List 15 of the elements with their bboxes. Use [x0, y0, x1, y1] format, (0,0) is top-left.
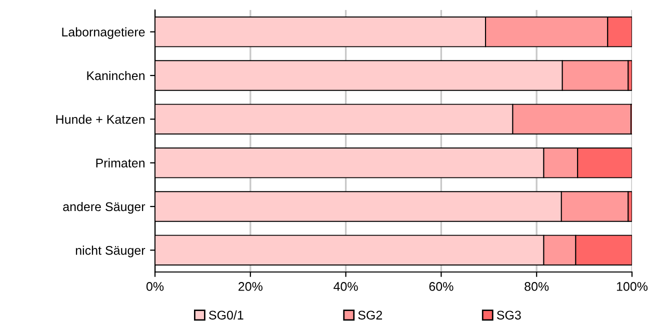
y-tick-label: Kaninchen [87, 70, 144, 80]
y-tick-label: Hunde + Katzen [56, 114, 144, 124]
legend-label: SG2 [358, 310, 382, 320]
y-tick-label: andere Säuger [63, 202, 146, 214]
x-tick-label: 100% [616, 282, 648, 291]
legend-label: SG0/1 [209, 310, 244, 320]
y-tick-label: nicht Säuger [76, 246, 146, 258]
y-tick-label: Primaten [96, 158, 144, 168]
x-tick-label: 80% [524, 282, 549, 291]
y-tick-label: Labornagetiere [62, 27, 145, 39]
x-tick-label: 40% [334, 282, 358, 291]
x-tick-label: 20% [238, 282, 262, 291]
legend-label: SG3 [496, 310, 521, 320]
x-tick-label: 60% [429, 282, 454, 291]
x-tick-label: 0% [146, 282, 164, 291]
